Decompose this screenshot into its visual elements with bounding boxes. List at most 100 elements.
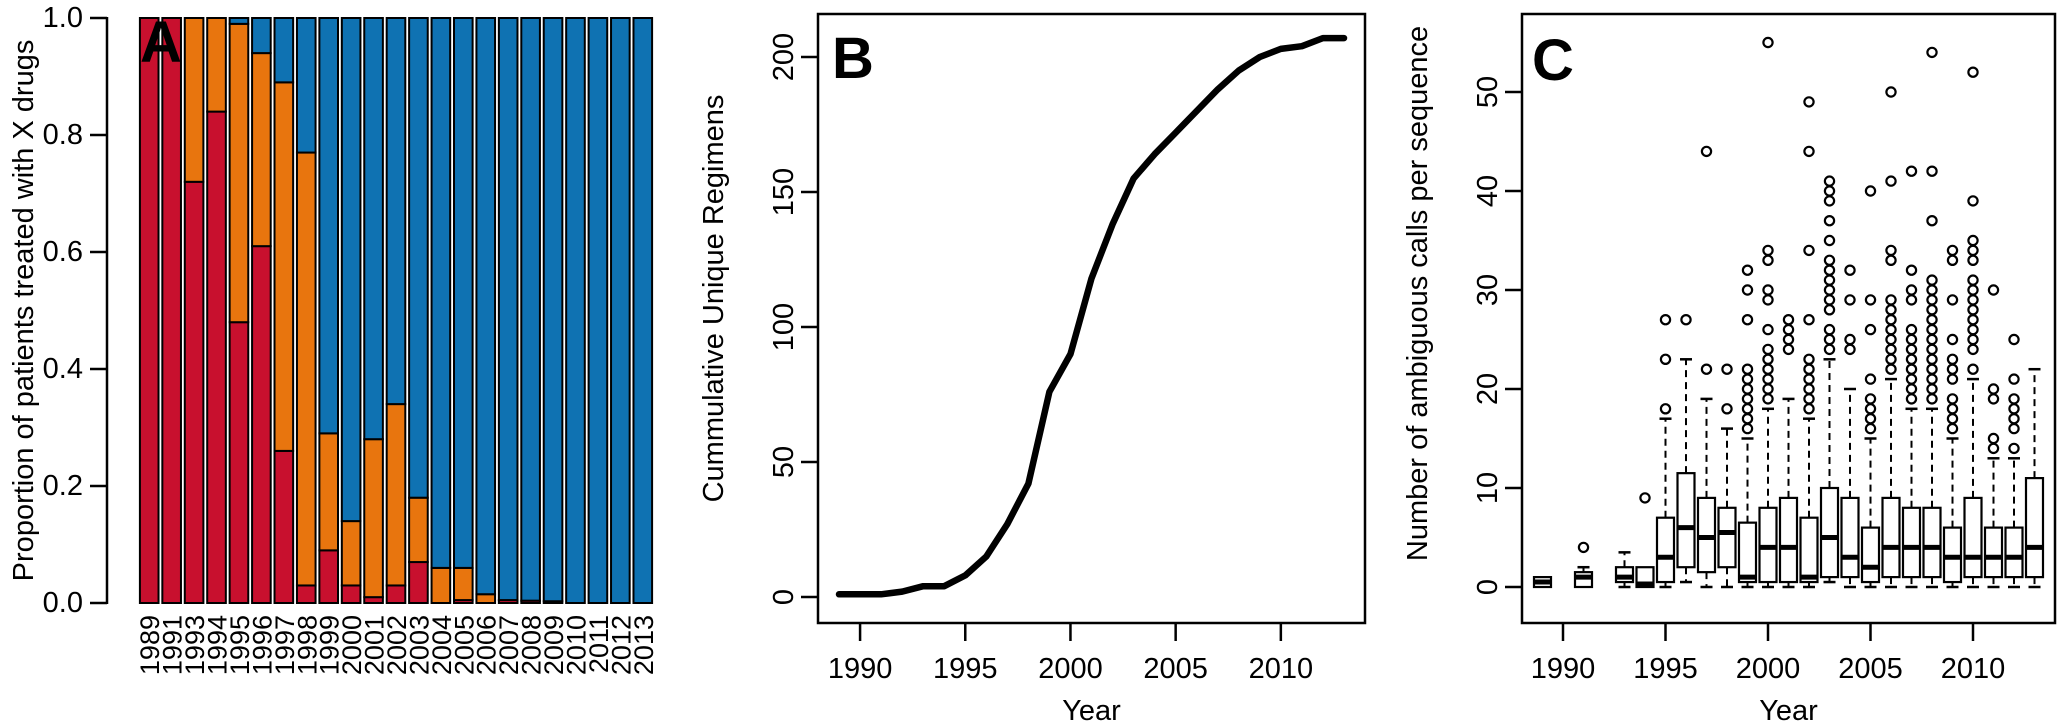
panel-b: 0 50 100 150 200 1990 1995 2000 2005 2010 Cummulat… [680,0,1380,728]
outlier-point [1782,314,1795,326]
a-x-tick-label: 2002 [382,615,412,675]
outlier-point [1823,284,1836,296]
a-y-axis-title: Proportion of patients treated with X dr… [8,40,40,582]
c-plot-box [1520,12,2057,625]
outlier-point [1741,413,1754,425]
outlier-point [1659,403,1672,415]
outlier-point [1926,343,1938,356]
a-y-tick-label: 0.0 [43,587,83,619]
a-x-tick-label: 1997 [270,615,300,675]
a-y-axis: 0.0 0.2 0.4 0.6 0.8 1.0 [43,2,109,619]
bar-segment-red [228,321,250,604]
a-x-tick-label: 1998 [292,615,322,675]
bar-segment-blue [542,17,564,603]
outlier-point [1762,373,1774,385]
bar-2012 [610,17,631,604]
outlier-point [1926,383,1938,395]
outlier-point [1741,284,1754,296]
outlier-point [1967,314,1979,326]
bar-segment-orange [251,52,272,248]
c-y-axis-title: Number of ambiguous calls per sequence [1402,26,1434,561]
outlier-point [1844,343,1856,356]
outlier-point [1967,363,1979,375]
box-2009 [1942,244,1963,589]
bar-segment-blue [318,17,340,435]
bar-segment-orange [340,520,362,587]
outlier-point [1823,343,1836,356]
bar-segment-orange [228,22,250,324]
outlier-point [1905,264,1918,276]
a-y-tick-label: 0.6 [43,236,83,268]
outlier-point [1946,333,1959,346]
bar-segment-orange [318,432,340,552]
box-1996 [1676,314,1696,584]
c-y-tick-label: 20 [1472,373,1504,405]
outlier-point [1864,294,1877,306]
bar-segment-red [340,584,362,605]
bar-segment-red [138,17,160,604]
box-2003 [1819,175,1840,584]
a-x-tick-label: 1995 [225,615,255,675]
outlier-point [1762,323,1774,336]
outlier-point [1946,244,1959,257]
bar-segment-blue [228,17,250,25]
bar-segment-orange [295,151,317,587]
outlier-point [1864,403,1877,415]
outlier-point [1803,363,1815,375]
outlier-point [1803,244,1815,257]
outlier-point [1905,343,1918,356]
bar-segment-orange [475,593,497,604]
outlier-point [1987,432,2000,445]
outlier-point [1659,314,1672,326]
outlier-point [1700,363,1713,375]
bar-segment-blue [363,17,384,441]
b-x-tick-label: 1990 [828,653,893,685]
b-trend-line [835,34,1348,598]
box-2010 [1963,66,1983,589]
outlier-point [1967,333,1979,346]
bar-segment-orange [363,438,384,599]
bar-1995 [228,17,250,604]
outlier-point [1823,264,1836,276]
b-x-tick-label: 1995 [933,653,998,685]
outlier-point [1741,314,1754,326]
outlier-point [1659,353,1672,365]
a-x-tick-label: 2011 [584,615,614,673]
outlier-point [2008,442,2020,455]
a-x-tick-label: 2004 [427,615,457,675]
box-1994 [1635,492,1655,589]
b-x-axis-title: Year [1062,695,1121,727]
b-y-tick-label: 50 [768,446,800,478]
outlier-point [1905,284,1918,296]
bar-2013 [632,17,654,604]
c-y-tick-label: 0 [1472,579,1504,595]
outlier-point [1823,214,1836,227]
outlier-point [1987,393,2000,405]
bar-segment-orange [452,566,474,602]
bar-2010 [565,17,586,604]
bar-segment-blue [565,17,586,604]
outlier-point [1905,165,1918,177]
box-1998 [1717,363,1737,589]
b-x-tick-label: 2010 [1249,653,1314,685]
box-2008 [1922,46,1942,589]
outlier-point [1926,333,1938,346]
outlier-point [1782,323,1795,336]
outlier-point [1803,96,1815,108]
outlier-point [1967,66,1979,78]
outlier-point [1946,254,1959,266]
a-x-tick-label: 1994 [203,615,233,675]
bar-segment-blue [273,17,295,84]
outlier-point [1864,323,1877,336]
box-2001 [1778,314,1799,589]
bar-2008 [520,17,541,604]
panel-a: 0.0 0.2 0.4 0.6 0.8 1.0 Proportion of patients… [0,0,680,728]
outlier-point [1967,234,1979,247]
outlier-point [1844,264,1856,276]
box-2013 [2024,367,2045,589]
outlier-point [1803,353,1815,365]
box-1989 [1532,575,1553,589]
outlier-point [1864,373,1877,385]
box-2000 [1758,36,1778,589]
b-y-tick-label: 150 [768,168,800,216]
